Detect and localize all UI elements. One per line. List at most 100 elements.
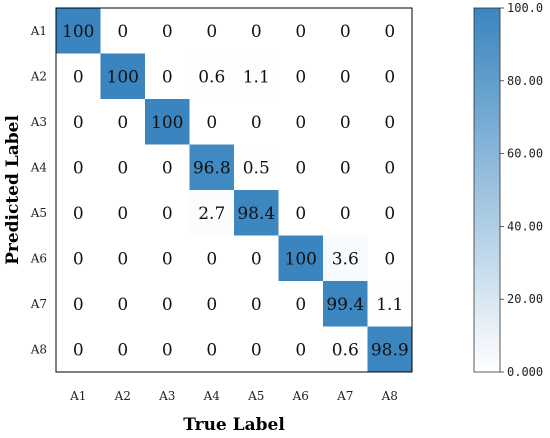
heatmap-cell [367,144,413,191]
y-tick-label: A6 [30,251,47,265]
cell-value-label: 0 [295,340,306,360]
cell-value-label: 0 [340,113,351,133]
colorbar-tick-label: 40.00 [507,219,543,233]
heatmap-cell [234,235,279,282]
cell-value-label: 0 [295,67,306,87]
heatmap-cell [278,144,324,191]
cell-value-label: 3.6 [332,249,359,269]
heatmap-cell [100,144,146,191]
heatmap-cell [145,235,190,282]
cell-value-label: 100 [107,67,139,87]
heatmap-cell [189,8,235,54]
cell-value-label: 0 [73,113,84,133]
cell-value-label: 0 [162,340,173,360]
cell-value-label: 1.1 [376,295,403,315]
cell-value-label: 0 [206,340,217,360]
cell-value-label: 0 [73,295,84,315]
cell-value-label: 0 [73,204,84,224]
cell-value-label: 0 [117,340,128,360]
heatmap-cell [100,53,146,100]
cell-value-label: 0 [117,204,128,224]
cell-value-label: 0 [162,67,173,87]
heatmap-cell [367,53,413,100]
heatmap-cell [189,144,235,191]
y-tick-label: A7 [30,297,47,311]
heatmap-cell [367,190,413,236]
x-axis-label: True Label [183,415,285,435]
colorbar-tick-label: 100.0 [507,1,543,15]
cell-value-label: 0 [340,67,351,87]
colorbar-tick-label: 0.000 [507,365,543,379]
heatmap-cell [278,99,324,145]
heatmap-cell [145,53,190,100]
colorbar [473,7,501,373]
cell-value-label: 0 [340,204,351,224]
cell-value-label: 0 [384,67,395,87]
x-tick-labels: A1 A2 A3 A4 A5 A6 A7 A8 [69,389,398,403]
cell-value-label: 0 [384,249,395,269]
cell-value-label: 2.7 [198,204,225,224]
heatmap-cell [56,144,101,191]
heatmap-cell [278,326,324,373]
cell-value-label: 100 [62,22,94,42]
heatmap-cell [234,326,279,373]
x-tick-label: A6 [292,389,309,403]
y-tick-label: A5 [30,206,47,220]
cell-value-label: 98.9 [371,340,409,360]
cell-value-label: 0 [384,158,395,178]
cell-value-label: 0 [162,204,173,224]
heatmap-cell [323,144,368,191]
y-axis-label: Predicted Label [3,115,23,265]
heatmap-cell [367,8,413,54]
cell-value-label: 100 [285,249,317,269]
heatmap-cell [100,8,146,54]
heatmap-cell [56,281,101,327]
y-tick-label: A1 [30,24,47,38]
heatmap-cell [234,53,279,100]
cell-value-label: 0 [73,158,84,178]
cell-value-label: 100 [151,113,183,133]
heatmap-cell [100,99,146,145]
cell-value-label: 0.6 [332,340,359,360]
cell-value-label: 98.4 [237,204,275,224]
heatmap-cell [234,144,279,191]
heatmap-cell [234,99,279,145]
heatmap-cell [323,8,368,54]
y-tick-label: A2 [30,69,47,83]
heatmap-cell [145,281,190,327]
heatmap-cell [145,8,190,54]
cell-value-label: 0 [206,295,217,315]
x-tick-label: A5 [247,389,264,403]
cell-value-label: 99.4 [326,295,364,315]
cell-value-label: 96.8 [193,158,231,178]
heatmap-cell [100,326,146,373]
heatmap-cell [189,99,235,145]
heatmap-cell [189,190,235,236]
heatmap-cell [100,190,146,236]
heatmap-cell [189,281,235,327]
heatmap-cell [234,281,279,327]
heatmap-cell [278,235,324,282]
cell-value-label: 0 [340,158,351,178]
heatmap-cell [56,235,101,282]
cell-value-label: 0 [295,22,306,42]
cell-value-label: 0 [117,113,128,133]
heatmap-cell [278,190,324,236]
heatmap-cell [323,99,368,145]
x-tick-label: A8 [381,389,398,403]
colorbar-tick-label: 80.00 [507,74,543,88]
heatmap-cell [56,53,101,100]
cell-value-label: 0.6 [198,67,225,87]
x-tick-label: A1 [69,389,86,403]
heatmap-cell [100,281,146,327]
heatmap-cell [323,53,368,100]
cell-value-label: 0 [117,22,128,42]
cell-value-label: 0 [162,158,173,178]
heatmap-cell [278,8,324,54]
y-tick-labels: A1 A2 A3 A4 A5 A6 A7 A8 [30,24,48,357]
heatmap-cell [367,281,413,327]
cell-value-label: 1.1 [243,67,270,87]
cell-value-label: 0 [251,340,262,360]
x-tick-label: A7 [336,389,353,403]
